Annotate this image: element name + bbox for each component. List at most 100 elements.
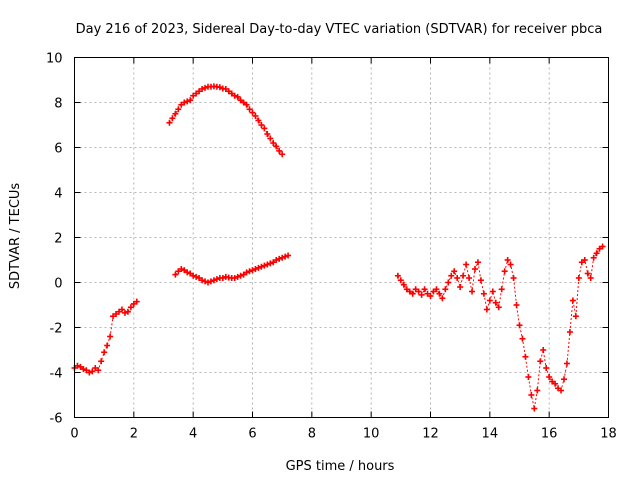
data-point [202, 278, 209, 285]
data-point [587, 275, 594, 281]
y-tick-label: 0 [54, 277, 62, 292]
data-point [199, 86, 206, 92]
data-point [124, 308, 131, 315]
data-point [427, 293, 434, 299]
data-point [504, 257, 511, 263]
data-point [519, 335, 526, 342]
x-axis-label: GPS time / hours [286, 459, 395, 474]
data-point [133, 298, 140, 305]
data-point [575, 275, 582, 281]
y-tick-label: 2 [54, 232, 62, 247]
chart-title: Day 216 of 2023, Sidereal Day-to-day VTE… [76, 22, 603, 37]
data-point [279, 254, 286, 261]
data-point [169, 115, 176, 122]
data-point [397, 277, 404, 284]
data-point [561, 376, 567, 383]
data-point [409, 290, 416, 297]
data-point [525, 374, 532, 380]
data-point [563, 360, 570, 367]
data-point [246, 268, 253, 275]
y-tick-label: -6 [50, 412, 63, 427]
data-point [202, 84, 209, 91]
data-point [439, 295, 446, 302]
data-point [80, 366, 87, 373]
data-point [127, 304, 134, 311]
data-point [249, 109, 256, 116]
x-tick-label: 6 [248, 427, 256, 442]
data-point [199, 277, 206, 284]
series-segment-3 [172, 252, 292, 286]
data-point [572, 313, 579, 320]
data-point [172, 271, 179, 278]
data-point [457, 284, 464, 290]
data-point [86, 369, 93, 376]
data-point [205, 279, 211, 286]
series-line [168, 85, 283, 155]
x-tick-label: 4 [189, 427, 197, 442]
data-point [273, 143, 280, 150]
data-point [486, 297, 493, 304]
data-point [210, 277, 217, 284]
data-point [107, 333, 114, 340]
data-point [558, 387, 565, 394]
data-point [599, 243, 606, 250]
data-point [193, 273, 200, 280]
data-point [237, 272, 244, 279]
data-point [516, 322, 523, 329]
data-point [270, 140, 277, 146]
data-point [175, 106, 182, 113]
data-point [433, 286, 440, 293]
series-line [397, 246, 603, 409]
data-point [522, 353, 529, 360]
data-point [593, 250, 600, 257]
data-point [219, 275, 226, 281]
x-tick-label: 10 [363, 427, 380, 442]
x-tick-label: 2 [130, 427, 138, 442]
data-point [89, 368, 96, 375]
y-tick-label: 4 [54, 187, 62, 202]
data-point [448, 272, 455, 279]
data-point [267, 260, 274, 267]
data-point [552, 380, 559, 387]
data-point [172, 110, 179, 117]
data-point [531, 405, 538, 412]
data-point [279, 151, 286, 158]
x-tick-label: 12 [422, 427, 439, 442]
data-point [537, 358, 544, 365]
data-point [243, 269, 250, 276]
data-point [510, 275, 517, 281]
data-point [187, 97, 194, 104]
data-point [255, 264, 262, 271]
data-point [276, 255, 283, 262]
data-point [477, 277, 484, 284]
y-tick-label: 10 [46, 52, 63, 67]
plot-frame [74, 57, 609, 418]
data-point [394, 272, 401, 279]
data-point [74, 362, 81, 369]
data-point [261, 262, 268, 269]
data-point [415, 288, 422, 295]
data-point [492, 299, 499, 306]
data-point [466, 275, 473, 281]
data-point [507, 261, 514, 268]
y-tick-label: 8 [54, 97, 62, 112]
data-point [460, 272, 467, 279]
data-point [95, 367, 102, 374]
data-point [178, 266, 185, 272]
x-tick-label: 18 [600, 427, 617, 442]
data-point [234, 93, 241, 100]
data-point [418, 291, 425, 298]
y-axis-label: SDTVAR / TECUs [8, 183, 23, 290]
data-point [540, 347, 547, 353]
y-tick-label: -4 [50, 367, 63, 382]
data-point [285, 252, 292, 259]
data-point [101, 349, 108, 356]
series-segment-1 [71, 298, 140, 376]
data-point [495, 304, 502, 311]
data-point [184, 269, 191, 276]
data-point [436, 290, 443, 297]
data-point [258, 122, 265, 128]
data-point [501, 268, 508, 275]
data-point [166, 119, 173, 126]
